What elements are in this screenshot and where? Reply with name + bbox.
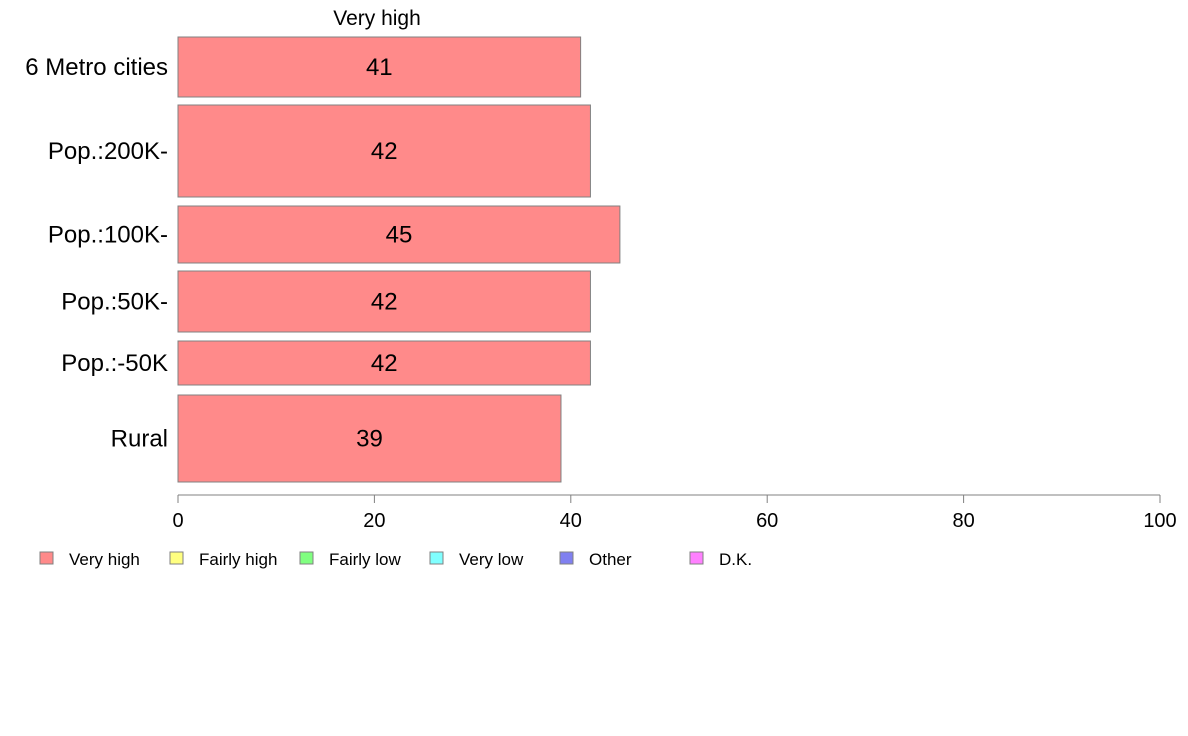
bar-value-label: 45 <box>386 222 413 249</box>
bar-value-label: 42 <box>371 350 398 377</box>
legend: Very high Fairly high Fairly low Very low Ot… <box>39 550 752 569</box>
legend-label: Fairly low <box>329 550 402 569</box>
x-tick-label: 80 <box>952 510 974 532</box>
category-label: Pop.:100K- <box>48 222 168 249</box>
legend-label: Fairly high <box>199 550 277 569</box>
bar-2 <box>177 205 621 264</box>
category-label: Pop.:-50K <box>61 350 168 377</box>
bar-0 <box>177 36 582 98</box>
category-label: 6 Metro cities <box>25 54 168 81</box>
legend-label: D.K. <box>719 550 752 569</box>
legend-label: Very low <box>459 550 524 569</box>
legend-swatch <box>39 551 54 565</box>
bar-4 <box>177 340 591 386</box>
legend-swatch <box>169 551 184 565</box>
legend-swatch <box>689 551 704 565</box>
x-tick-label: 40 <box>560 510 582 532</box>
bar-5 <box>177 394 562 483</box>
column-label: Very high <box>333 7 421 30</box>
category-label: Pop.:50K- <box>61 289 168 316</box>
bar-value-label: 41 <box>366 54 393 81</box>
legend-swatch <box>299 551 314 565</box>
x-tick-label: 0 <box>172 510 183 532</box>
x-tick-label: 60 <box>756 510 778 532</box>
category-label: Rural <box>111 426 168 453</box>
x-axis: 0 20 40 60 80 100 <box>172 494 1177 532</box>
x-tick-label: 20 <box>363 510 385 532</box>
bar-3 <box>177 270 591 333</box>
bar-value-label: 42 <box>371 289 398 316</box>
bar-1 <box>177 104 591 198</box>
bars: 41 6 Metro cities 42 Pop.:200K- 45 Pop.:100K-… <box>25 36 621 483</box>
legend-swatch <box>429 551 444 565</box>
legend-label: Other <box>589 550 632 569</box>
bar-value-label: 39 <box>356 426 383 453</box>
x-tick-label: 100 <box>1143 510 1176 532</box>
legend-swatch <box>559 551 574 565</box>
bar-value-label: 42 <box>371 138 398 165</box>
legend-label: Very high <box>69 550 140 569</box>
category-label: Pop.:200K- <box>48 138 168 165</box>
